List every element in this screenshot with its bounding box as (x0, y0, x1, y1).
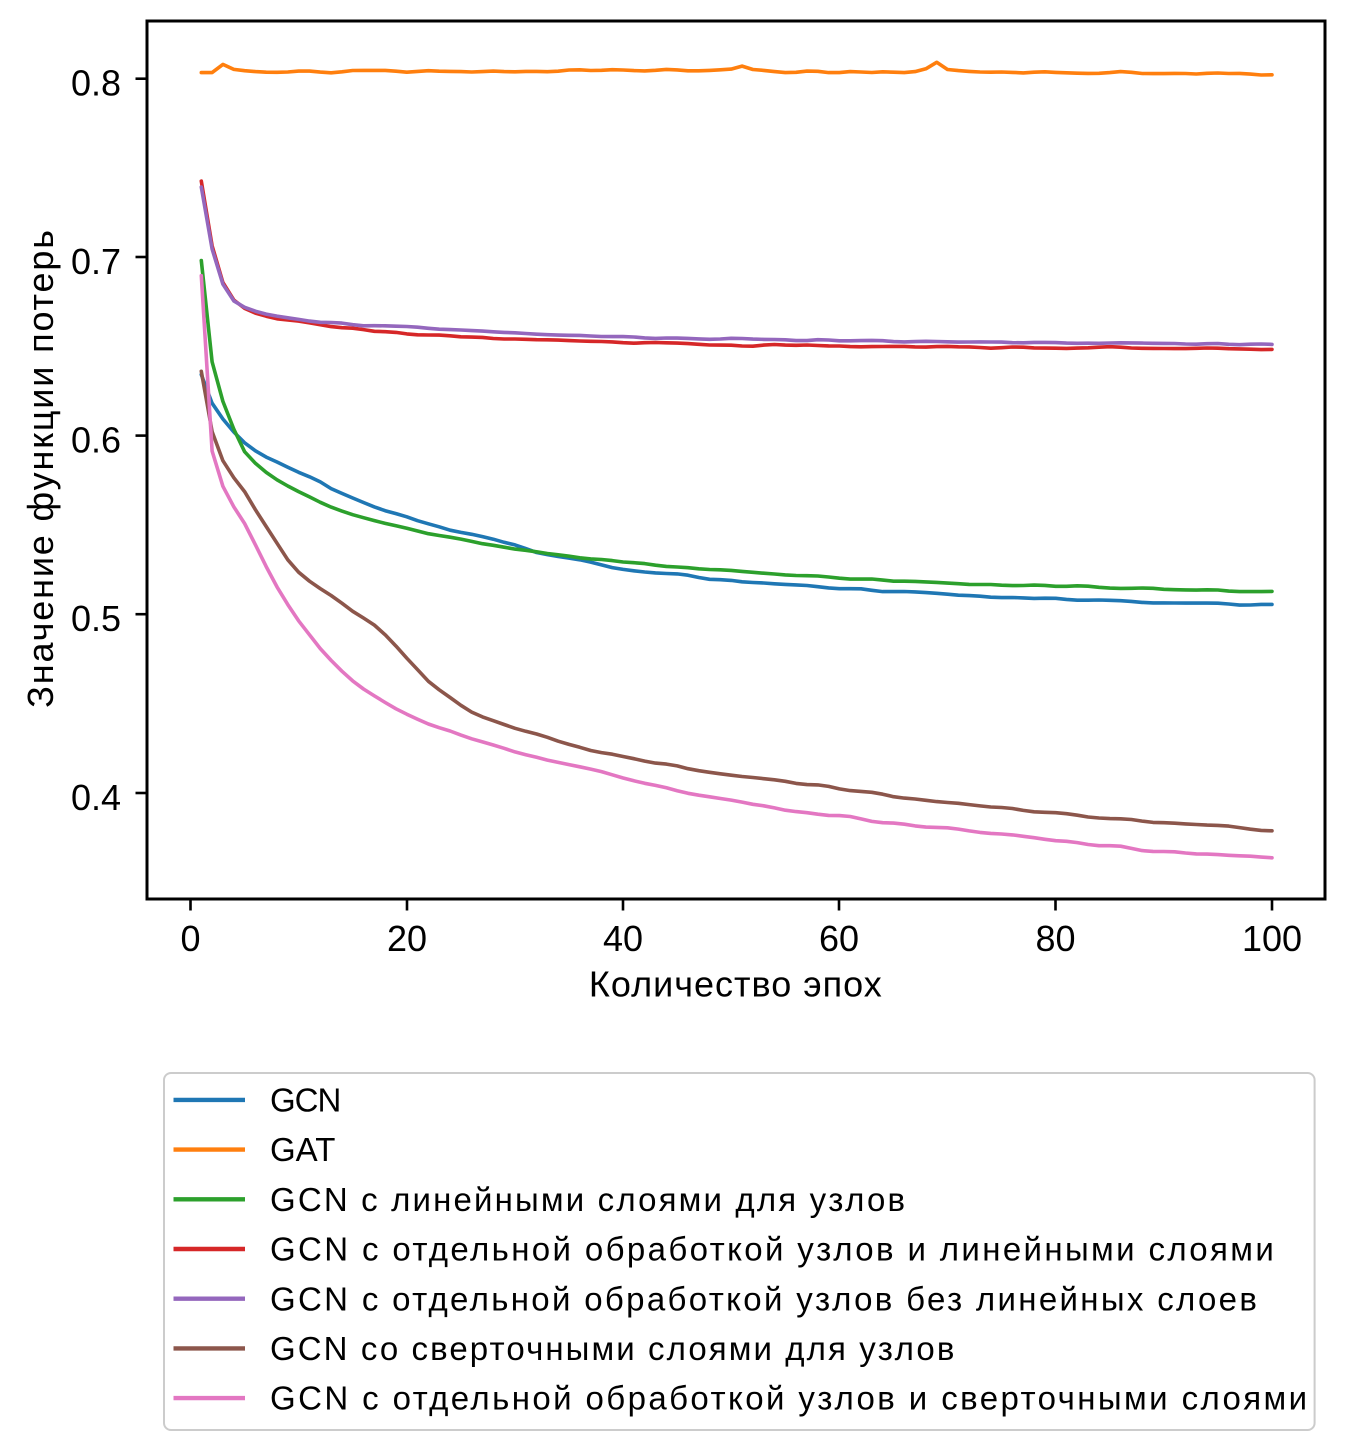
svg-text:GCN с линейными слоями для узл: GCN с линейными слоями для узлов (270, 1181, 907, 1218)
svg-text:0.4: 0.4 (71, 777, 121, 818)
svg-text:100: 100 (1242, 918, 1302, 959)
svg-text:Значение функции потерь: Значение функции потерь (20, 228, 61, 708)
svg-text:GCN с отдельной обработкой узл: GCN с отдельной обработкой узлов и сверт… (270, 1380, 1310, 1417)
svg-text:40: 40 (603, 918, 643, 959)
svg-text:20: 20 (387, 918, 427, 959)
svg-text:Количество эпох: Количество эпох (589, 964, 883, 1005)
svg-text:0.5: 0.5 (71, 598, 121, 639)
svg-text:60: 60 (819, 918, 859, 959)
svg-text:0: 0 (180, 918, 200, 959)
svg-text:0.6: 0.6 (71, 420, 121, 461)
svg-text:GCN с отдельной обработкой узл: GCN с отдельной обработкой узлов и линей… (270, 1231, 1276, 1268)
svg-text:80: 80 (1035, 918, 1075, 959)
svg-text:GCN: GCN (270, 1082, 340, 1119)
svg-text:GCN с отдельной обработкой узл: GCN с отдельной обработкой узлов без лин… (270, 1280, 1259, 1317)
svg-text:GAT: GAT (270, 1131, 335, 1168)
svg-text:0.7: 0.7 (71, 241, 121, 282)
svg-text:0.8: 0.8 (71, 63, 121, 104)
svg-text:GCN со сверточными слоями для: GCN со сверточными слоями для узлов (270, 1330, 956, 1367)
